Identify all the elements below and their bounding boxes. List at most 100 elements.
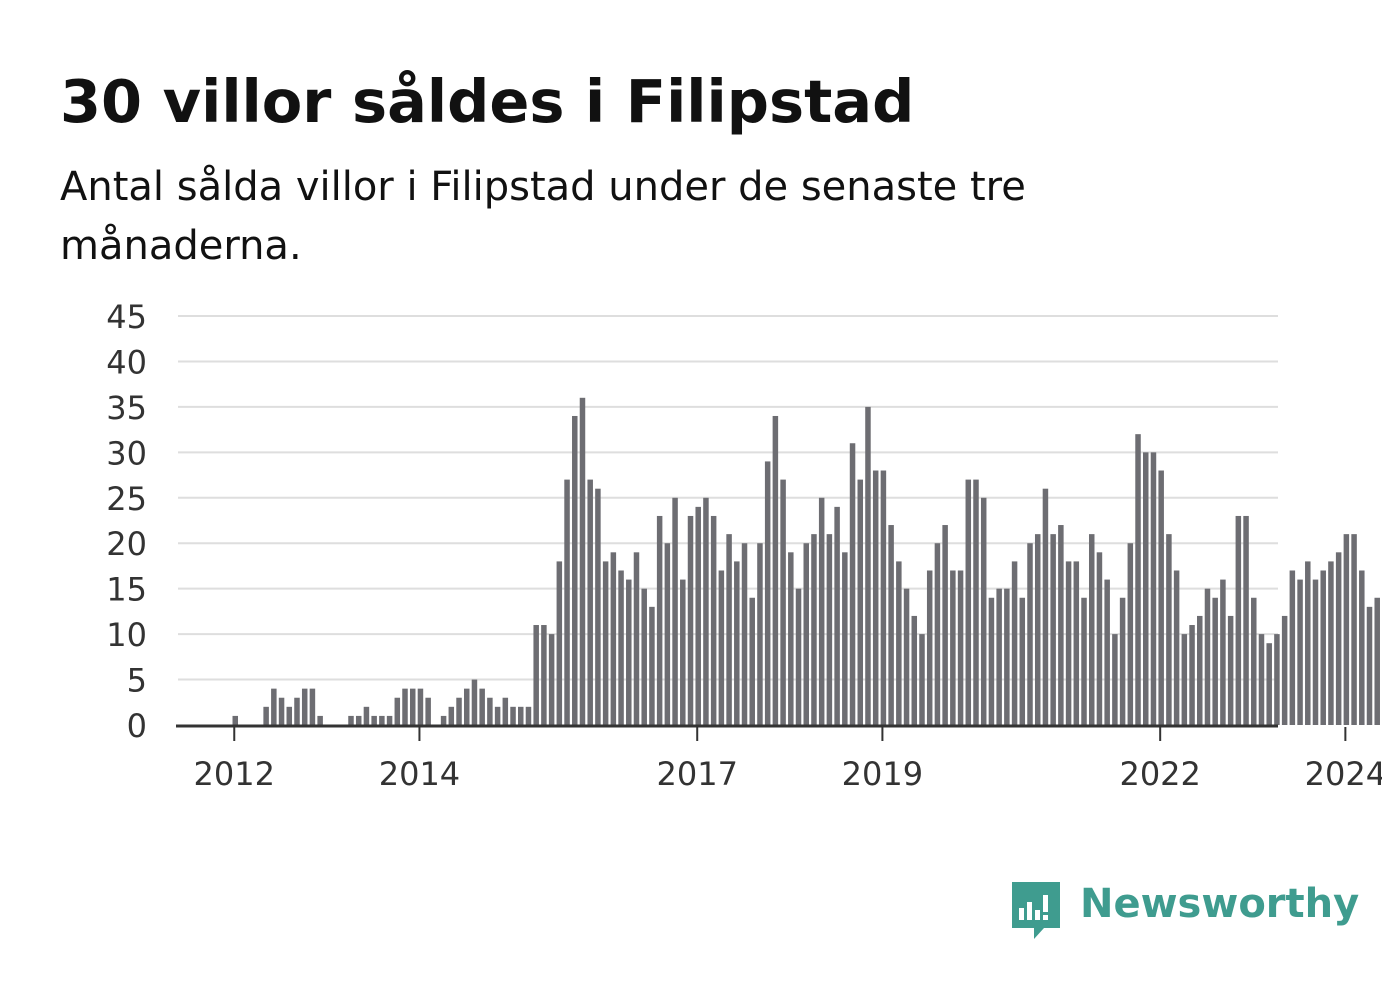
x-tick-label: 2022 <box>1119 755 1200 793</box>
bar <box>1058 525 1064 725</box>
bar <box>834 506 840 725</box>
bar <box>772 415 779 725</box>
bar <box>556 561 563 725</box>
bar <box>1158 470 1164 725</box>
bars <box>232 397 1380 725</box>
bar <box>595 488 601 725</box>
bar <box>371 715 377 725</box>
y-tick-label: 10 <box>106 616 147 654</box>
bar <box>1266 643 1272 725</box>
bar <box>1104 579 1110 725</box>
y-axis-tick-labels: 0 5 10 15 20 25 30 35 40 45 <box>106 298 147 745</box>
bar <box>1227 615 1234 725</box>
bar <box>386 715 393 725</box>
bar <box>965 479 972 725</box>
bar <box>988 597 995 725</box>
bar <box>278 697 285 725</box>
y-tick-label: 45 <box>106 298 147 336</box>
bar <box>417 688 424 725</box>
y-tick-label: 15 <box>106 571 147 609</box>
x-axis <box>176 724 1347 741</box>
y-tick-label: 25 <box>106 480 147 518</box>
bar <box>518 706 524 725</box>
bar <box>1351 534 1357 725</box>
bar <box>548 634 555 725</box>
bar <box>1374 597 1380 725</box>
bar <box>494 706 501 725</box>
bar <box>1258 634 1265 725</box>
bar <box>872 470 879 725</box>
bar <box>734 561 740 725</box>
bar <box>710 515 717 725</box>
y-tick-label: 20 <box>106 525 147 563</box>
bar <box>950 570 956 725</box>
bar <box>1320 570 1326 725</box>
bar <box>1297 579 1303 725</box>
bar <box>1212 597 1218 725</box>
bar <box>440 715 447 725</box>
bar <box>301 688 308 725</box>
bar <box>564 479 570 725</box>
x-tick-label: 2024 <box>1305 755 1382 793</box>
bar <box>1127 543 1134 725</box>
bar <box>294 697 300 725</box>
y-tick-label: 40 <box>106 343 147 381</box>
bar <box>1073 561 1080 725</box>
bar <box>618 570 624 725</box>
bar <box>633 552 640 725</box>
bar <box>1088 534 1095 725</box>
bar <box>757 543 763 725</box>
bar <box>1119 597 1126 725</box>
bar <box>379 715 385 725</box>
bar <box>973 479 979 725</box>
bar <box>1150 452 1157 725</box>
bar <box>1143 452 1149 725</box>
bar <box>695 506 701 725</box>
bar <box>1328 561 1334 725</box>
bar <box>957 570 964 725</box>
bar <box>602 561 609 725</box>
bar <box>911 615 918 725</box>
bar <box>1065 561 1072 725</box>
y-tick-label: 35 <box>106 389 147 427</box>
bar <box>680 579 686 725</box>
bar <box>263 706 269 725</box>
bar <box>309 688 316 725</box>
bar <box>1011 561 1018 725</box>
bar <box>579 397 586 725</box>
bar <box>880 470 887 725</box>
x-tick-label: 2017 <box>657 755 738 793</box>
bar <box>348 715 354 725</box>
bar <box>1281 615 1288 725</box>
bar <box>1204 588 1211 725</box>
bar <box>718 570 725 725</box>
bar <box>479 688 485 725</box>
newsworthy-logo-icon <box>1012 882 1060 939</box>
bar <box>1197 615 1203 725</box>
bar <box>1235 515 1242 725</box>
newsworthy-logo[interactable]: Newsworthy <box>1010 878 1359 942</box>
bar <box>610 552 617 725</box>
bar <box>896 561 902 725</box>
bar <box>355 715 362 725</box>
brand-name: Newsworthy <box>1080 881 1360 927</box>
bar <box>749 597 755 725</box>
bar <box>541 625 547 725</box>
bar <box>317 715 323 725</box>
chart-title: 30 villor såldes i Filipstad <box>60 67 915 136</box>
bar <box>1243 515 1249 725</box>
bar <box>525 706 532 725</box>
bar <box>502 697 509 725</box>
bar <box>1220 579 1226 725</box>
bar <box>641 588 647 725</box>
bar <box>996 588 1002 725</box>
bar <box>1050 534 1056 725</box>
bar <box>664 543 671 725</box>
bar <box>857 479 864 725</box>
bar <box>826 534 833 725</box>
bar <box>587 479 593 725</box>
bar <box>649 606 655 725</box>
bar <box>1112 634 1118 725</box>
bar <box>533 625 539 725</box>
bar <box>865 406 871 725</box>
